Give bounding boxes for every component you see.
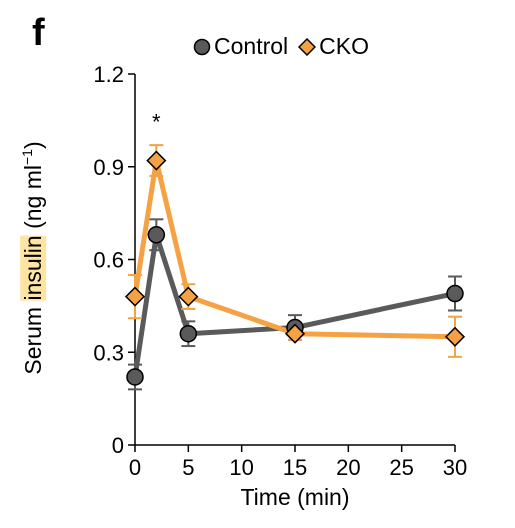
x-tick-label: 20 (336, 455, 360, 480)
data-point-cko (178, 286, 199, 307)
panel-label: f (32, 12, 45, 54)
x-tick-label: 25 (389, 455, 413, 480)
legend-item-cko: CKO (298, 33, 369, 60)
data-point-control (126, 368, 144, 386)
x-tick-label: 15 (283, 455, 307, 480)
significance-annotation: * (152, 109, 161, 134)
x-axis-label: Time (min) (240, 484, 349, 510)
legend: Control CKO (193, 33, 379, 60)
data-point-cko (284, 323, 306, 344)
x-tick-label: 30 (443, 455, 467, 480)
series-line-control (132, 232, 456, 378)
y-tick-label: 0.9 (93, 155, 124, 180)
legend-diamond-marker-icon (298, 37, 317, 56)
data-point-cko (146, 150, 167, 171)
legend-item-control: Control (193, 33, 288, 60)
x-tick-label: 5 (182, 455, 194, 480)
data-point-cko (444, 326, 466, 347)
y-tick-label: 1.2 (93, 62, 124, 87)
data-point-control (179, 324, 198, 343)
legend-label-control: Control (214, 33, 289, 59)
data-point-control (446, 284, 464, 303)
legend-circle-marker-icon (193, 38, 211, 55)
y-tick-label: 0 (112, 433, 124, 458)
data-point-control (147, 226, 166, 244)
y-tick-label: 0.3 (93, 340, 124, 365)
x-tick-label: 10 (229, 455, 253, 480)
x-tick-label: 0 (129, 455, 141, 480)
data-point-cko (124, 286, 146, 307)
legend-label-cko: CKO (319, 33, 369, 59)
y-tick-label: 0.6 (93, 248, 124, 273)
